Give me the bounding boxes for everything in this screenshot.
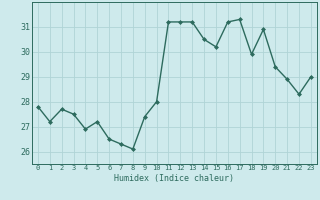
X-axis label: Humidex (Indice chaleur): Humidex (Indice chaleur) bbox=[115, 174, 234, 183]
